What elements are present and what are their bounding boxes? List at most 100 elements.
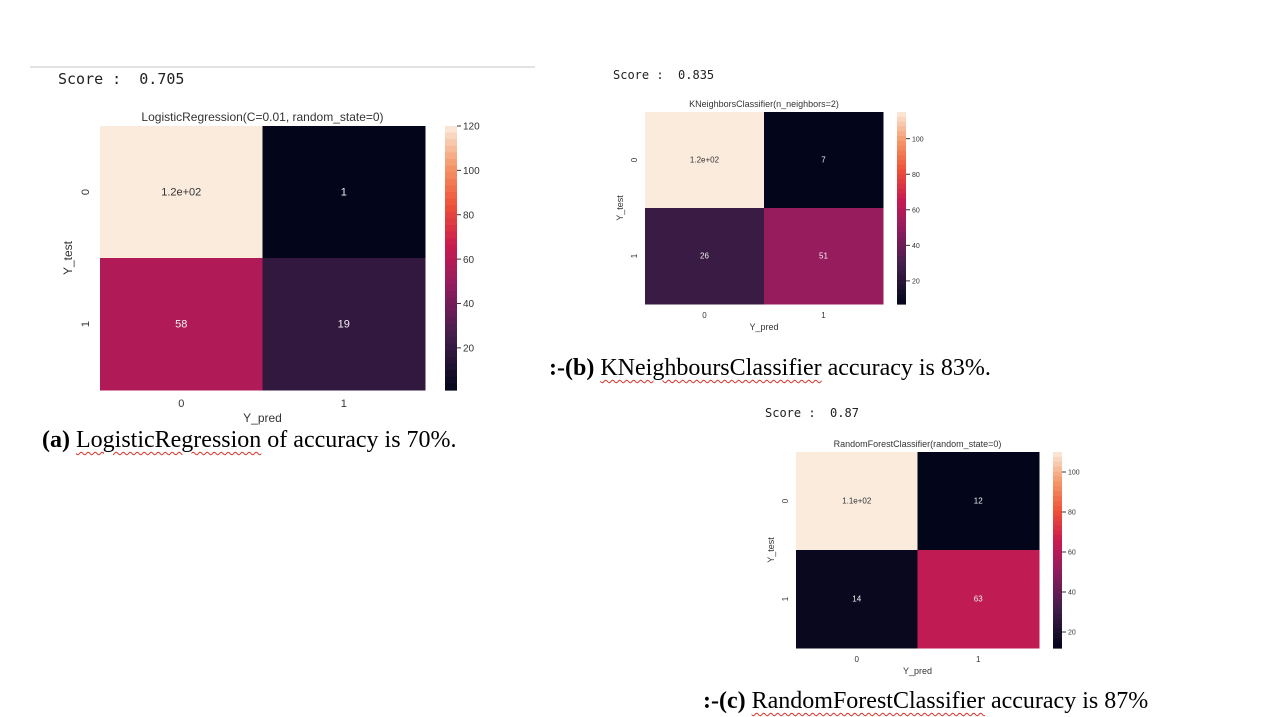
colorbar-segment — [445, 211, 457, 219]
colorbar-segment — [1053, 461, 1062, 468]
colorbar-segment — [897, 198, 906, 204]
colorbar-segment — [445, 277, 457, 285]
colorbar-segment — [897, 232, 906, 238]
colorbar-segment — [897, 227, 906, 233]
colorbar-segment — [897, 126, 906, 132]
caption-label: :-(c) — [703, 688, 746, 714]
colorbar-tick-label: 60 — [912, 207, 920, 214]
colorbar-segment — [897, 169, 906, 175]
colorbar-segment — [445, 145, 457, 153]
colorbar-segment — [445, 310, 457, 318]
colorbar-tick-label: 100 — [912, 136, 924, 143]
colorbar-segment — [1053, 520, 1062, 527]
colorbar-segment — [445, 258, 457, 266]
heatmap-cell — [764, 112, 884, 209]
heatmap-logistic-regression: LogisticRegression(C=0.01, random_state=… — [61, 110, 480, 425]
heatmap-cell — [262, 126, 426, 259]
score-text: Score : 0.835 — [613, 68, 715, 82]
heatmap-cell — [100, 258, 263, 391]
colorbar-segment — [1053, 628, 1062, 634]
x-tick-label: 1 — [341, 398, 347, 410]
colorbar-tick-label: 120 — [463, 122, 480, 133]
heatmap-cell — [262, 258, 426, 391]
colorbar-segment — [897, 188, 906, 195]
screenshot-kneighbors: Score : 0.835 KNeighborsClassifier(n_nei… — [600, 66, 950, 341]
caption-model: LogisticRegression — [75, 427, 262, 453]
colorbar-segment — [445, 357, 457, 365]
colorbar-segment — [1053, 569, 1062, 576]
colorbar-segment — [445, 132, 457, 140]
colorbar-segment — [445, 343, 457, 351]
colorbar-segment — [897, 150, 906, 156]
colorbar-segment — [445, 218, 457, 226]
colorbar-segment — [897, 140, 906, 147]
chart-title: KNeighborsClassifier(n_neighbors=2) — [689, 99, 839, 109]
colorbar-segment — [445, 172, 457, 180]
colorbar-segment — [445, 152, 457, 160]
colorbar-segment — [897, 260, 906, 267]
caption-a: (a) LogisticRegression of accuracy is 70… — [42, 427, 457, 454]
y-tick-label: 1 — [630, 253, 639, 258]
colorbar-segment — [1053, 559, 1062, 566]
colorbar-segment — [1053, 633, 1062, 639]
colorbar-segment — [445, 205, 457, 213]
x-axis-label: Y_pred — [749, 322, 778, 332]
colorbar-segment — [1053, 584, 1062, 590]
colorbar-segment — [897, 217, 906, 223]
colorbar-segment — [1053, 613, 1062, 620]
colorbar-segment — [897, 246, 906, 252]
colorbar-segment — [1053, 481, 1062, 487]
colorbar-segment — [897, 294, 906, 300]
colorbar-segment — [1053, 603, 1062, 610]
colorbar-segment — [445, 165, 457, 173]
colorbar-segment — [445, 297, 457, 305]
colorbar-segment — [1053, 501, 1062, 507]
colorbar-segment — [897, 116, 906, 123]
colorbar-segment — [445, 198, 457, 206]
colorbar-segment — [445, 244, 457, 252]
colorbar-segment — [1053, 623, 1062, 629]
y-tick-label: 1 — [781, 596, 790, 601]
cell-annotation: 19 — [338, 319, 350, 331]
cell-annotation: 26 — [700, 252, 709, 261]
colorbar-segment — [445, 317, 457, 325]
colorbar-segment — [897, 145, 906, 151]
colorbar-tick-label: 80 — [463, 210, 475, 221]
colorbar-segment — [1053, 594, 1062, 600]
colorbar-segment — [1053, 510, 1062, 517]
colorbar-segment — [445, 192, 457, 200]
x-tick-label: 0 — [702, 311, 707, 320]
heatmap-random-forest: RandomForestClassifier(random_state=0) 1.… — [766, 439, 1080, 676]
y-axis-label: Y_test — [61, 240, 75, 275]
colorbar-segment — [1053, 579, 1062, 585]
colorbar-segment — [1053, 554, 1062, 561]
colorbar-segment — [445, 284, 457, 292]
colorbar-segment — [897, 155, 906, 161]
colorbar-segment — [1053, 530, 1062, 536]
heatmap-cell — [764, 208, 884, 305]
colorbar-segment — [897, 131, 906, 137]
cell-annotation: 58 — [175, 319, 187, 331]
y-axis-label: Y_test — [766, 537, 776, 563]
colorbar-segment — [445, 350, 457, 358]
x-tick-label: 1 — [976, 655, 981, 664]
colorbar-segment — [1053, 491, 1062, 497]
colorbar-segment — [1053, 540, 1062, 546]
caption-c: :-(c) RandomForestClassifier accuracy is… — [703, 688, 1148, 715]
colorbar-segment — [445, 178, 457, 186]
colorbar-segment — [445, 330, 457, 338]
caption-model: KNeighboursClassifier — [600, 355, 822, 381]
colorbar-segment — [897, 212, 906, 219]
cell-annotation: 63 — [974, 595, 983, 604]
caption-rest: of accuracy is 70%. — [261, 427, 457, 453]
colorbar-segment — [1053, 535, 1062, 541]
colorbar-tick-label: 40 — [1068, 590, 1076, 597]
caption-model: RandomForestClassifier — [751, 688, 985, 714]
colorbar-segment — [897, 256, 906, 262]
colorbar-tick-label: 40 — [463, 299, 475, 310]
colorbar-segment — [445, 383, 457, 391]
colorbar-segment — [897, 236, 906, 243]
colorbar-segment — [897, 203, 906, 209]
colorbar-segment — [445, 376, 457, 384]
colorbar-segment — [1053, 452, 1062, 458]
